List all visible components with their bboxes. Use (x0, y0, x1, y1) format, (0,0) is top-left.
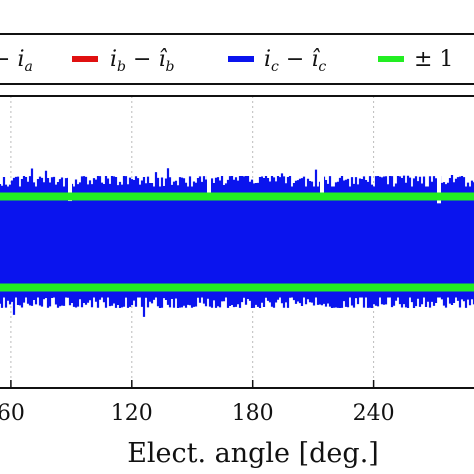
series-ic-gap (68, 97, 72, 202)
series-ic-gap (207, 97, 211, 197)
x-tick-label: 60 (0, 401, 25, 426)
legend-label-ic: ic − îc (264, 47, 326, 75)
x-ticks: 60 120 180 240 (0, 380, 395, 426)
x-tick-label: 180 (232, 401, 274, 426)
x-tick-label: 240 (353, 401, 395, 426)
x-axis-label: Elect. angle [deg.] (127, 438, 379, 469)
x-tick-label: 120 (111, 401, 153, 426)
plot-frame (0, 95, 474, 389)
legend-entry-pm1: ± 1 (378, 47, 453, 72)
legend-label-ib: ib − îb (110, 47, 174, 75)
legend: − ia ib − îb ic − îc ± 1 (0, 33, 474, 85)
series-ic-gap (437, 97, 441, 204)
legend-label-pm1: ± 1 (414, 47, 453, 72)
plot-area: 60 120 180 240 (0, 95, 474, 426)
series-ic-gap (320, 97, 324, 199)
legend-entry-ib: ib − îb (72, 47, 174, 75)
legend-entry-ic: ic − îc (228, 47, 326, 75)
series-pm1 (0, 192, 474, 292)
